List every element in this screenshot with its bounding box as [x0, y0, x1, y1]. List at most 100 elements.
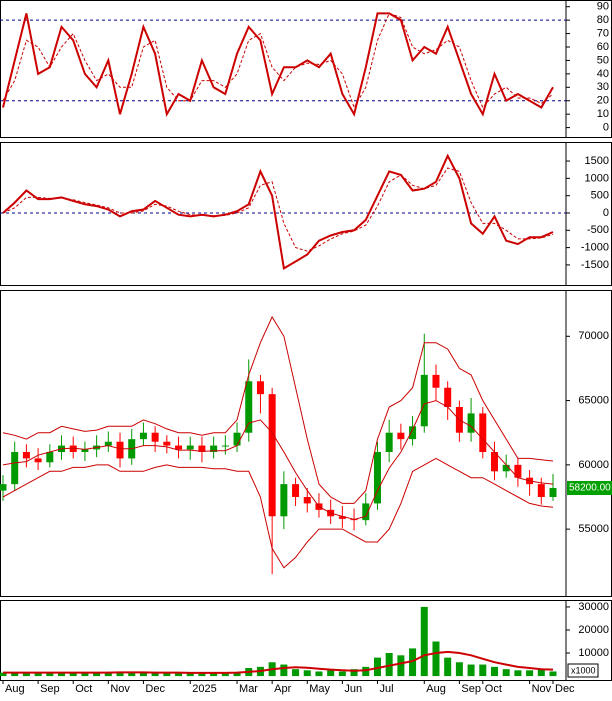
- last-price-box: [567, 481, 612, 495]
- volume-bar: [69, 672, 77, 677]
- y-tick-label: 70: [597, 27, 609, 39]
- candle-body: [479, 413, 487, 452]
- y-tick-label: 20: [597, 95, 609, 107]
- volume-bar: [34, 673, 42, 677]
- series-line: [2, 167, 554, 252]
- y-tick-label: 60000: [578, 459, 609, 471]
- candle-body: [46, 452, 54, 463]
- volume-bar: [163, 672, 171, 677]
- candle-body: [268, 394, 276, 517]
- volume-bar: [303, 670, 311, 677]
- volume-bar: [385, 653, 393, 677]
- candle-body: [0, 484, 7, 491]
- y-tick-label: 1000: [585, 172, 609, 184]
- volume-bar: [444, 657, 452, 677]
- candle-body: [186, 445, 194, 450]
- volume-bar: [11, 671, 19, 677]
- volume-bar: [128, 672, 136, 677]
- x-tick-label: Apr: [274, 683, 291, 695]
- x-tick-label: Sep: [461, 683, 481, 695]
- candle-body: [385, 432, 393, 452]
- y-tick-label: -1500: [581, 259, 609, 271]
- y-tick-label: 50: [597, 54, 609, 66]
- series-line: [2, 315, 554, 504]
- candle-body: [467, 413, 475, 433]
- volume-bar: [490, 666, 498, 677]
- candle-body: [490, 452, 498, 472]
- volume-bar: [514, 670, 522, 677]
- x-tick-label: Jul: [379, 683, 393, 695]
- candle-body: [163, 441, 171, 446]
- unit-box: [567, 663, 599, 678]
- candle-body: [362, 503, 370, 521]
- volume-bar: [315, 671, 323, 677]
- candle-body: [233, 432, 241, 446]
- candle-body: [116, 441, 124, 459]
- volume-bar: [373, 657, 381, 677]
- volume-bar: [397, 655, 405, 677]
- candle-body: [81, 449, 89, 452]
- candle-body: [22, 452, 30, 459]
- y-tick-label: 55000: [578, 523, 609, 535]
- x-tick-label: Dec: [145, 683, 165, 695]
- volume-bar: [175, 673, 183, 677]
- volume-bar: [58, 672, 66, 677]
- y-tick-label: 30000: [578, 601, 609, 613]
- candle-body: [432, 374, 440, 388]
- x-tick-label: 2025: [192, 683, 216, 695]
- series-line: [2, 12, 554, 109]
- volume-bar: [139, 672, 147, 677]
- volume-bar: [479, 664, 487, 677]
- volume-bar: [455, 662, 463, 677]
- volume-bar: [420, 606, 428, 677]
- x-tick-label: Oct: [75, 683, 92, 695]
- y-tick-label: 65000: [578, 394, 609, 406]
- volume-bar: [502, 669, 510, 677]
- candle-body: [514, 464, 522, 478]
- x-tick-label: Nov: [532, 683, 552, 695]
- series-line: [2, 153, 554, 271]
- volume-bar: [233, 671, 241, 677]
- candle-body: [373, 452, 381, 504]
- candle-body: [210, 445, 218, 452]
- y-tick-label: 10000: [578, 647, 609, 659]
- y-tick-label: 10: [597, 108, 609, 120]
- candle-body: [397, 432, 405, 440]
- series-line: [2, 12, 554, 118]
- volume-bar: [104, 672, 112, 677]
- volume-bar: [362, 666, 370, 677]
- volume-bar: [409, 648, 417, 677]
- volume-bar: [186, 673, 194, 677]
- volume-bar: [46, 672, 54, 677]
- volume-bar: [198, 673, 206, 677]
- candle-body: [104, 441, 112, 446]
- volume-bar: [116, 671, 124, 677]
- series-line: [3, 650, 554, 674]
- candle-body: [11, 452, 19, 485]
- x-tick-label: Dec: [555, 683, 575, 695]
- x-tick-label: Aug: [426, 683, 446, 695]
- volume-bar: [467, 664, 475, 677]
- volume-bar: [221, 672, 229, 677]
- y-tick-label: 80: [597, 14, 609, 26]
- x-tick-label: Jun: [344, 683, 362, 695]
- volume-bar: [22, 672, 30, 677]
- volume-bar: [151, 672, 159, 677]
- x-tick-label: May: [309, 683, 330, 695]
- volume-bar: [432, 641, 440, 677]
- last-price-label: 58200.00: [569, 483, 611, 494]
- y-tick-label: 40: [597, 68, 609, 80]
- volume-bar: [549, 671, 557, 677]
- y-tick-label: 70000: [578, 330, 609, 342]
- candle-body: [256, 381, 264, 395]
- candle-body: [502, 464, 510, 472]
- volume-bar: [280, 664, 288, 677]
- candle-body: [444, 387, 452, 407]
- y-tick-label: 1500: [585, 155, 609, 167]
- candle-body: [549, 488, 557, 497]
- volume-bar: [81, 673, 89, 677]
- candle-body: [198, 445, 206, 452]
- candle-body: [221, 445, 229, 447]
- volume-bar: [350, 669, 358, 677]
